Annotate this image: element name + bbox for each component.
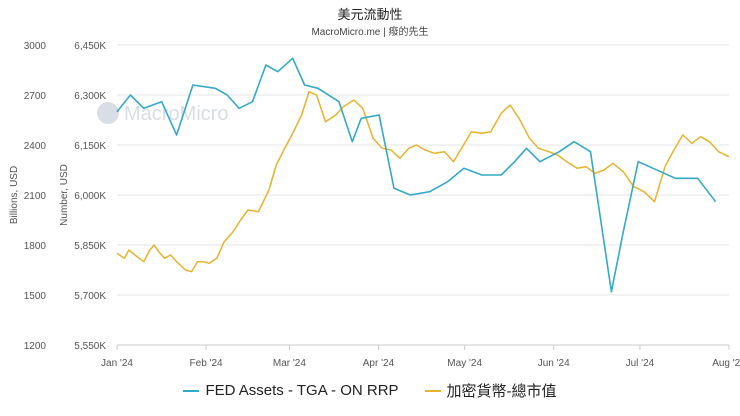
right-tick-label: 5,700K: [74, 291, 106, 302]
left-tick-label: 2400: [24, 141, 47, 152]
right-tick-label: 6,000K: [74, 191, 106, 202]
chart-title: 美元流動性: [337, 7, 403, 22]
watermark-logo-icon: [97, 102, 119, 124]
x-tick-label: Jun '24: [538, 358, 570, 369]
right-tick-label: 5,850K: [74, 241, 106, 252]
right-axis-title: Number, USD: [59, 164, 70, 226]
left-tick-label: 3000: [24, 41, 47, 52]
x-tick-label: May '24: [447, 358, 482, 369]
series-line-fed-liquidity: [116, 57, 717, 293]
series-line-crypto-market-cap: [116, 90, 730, 273]
x-tick-label: Jan '24: [101, 358, 133, 369]
left-axis-title: Billions, USD: [9, 166, 20, 224]
left-tick-label: 2700: [24, 91, 47, 102]
right-tick-label: 6,450K: [74, 41, 106, 52]
legend-swatch-crypto: [424, 389, 441, 392]
x-tick-label: Mar '24: [273, 358, 306, 369]
x-tick-label: Aug '24: [712, 358, 740, 369]
right-tick-label: 5,550K: [74, 341, 106, 352]
chart-subtitle: MacroMicro.me | 癈的先生: [311, 27, 429, 38]
legend-label-fed: FED Assets - TGA - ON RRP: [205, 382, 399, 399]
legend-swatch-fed: [183, 389, 200, 392]
right-tick-label: 6,150K: [74, 141, 106, 152]
left-tick-label: 1800: [24, 241, 47, 252]
legend: FED Assets - TGA - ON RRP 加密貨幣-總市值: [0, 380, 740, 401]
x-tick-label: Feb '24: [190, 358, 223, 369]
right-tick-label: 6,300K: [74, 91, 106, 102]
watermark-text: MacroMicro: [124, 103, 228, 125]
legend-label-crypto: 加密貨幣-總市值: [446, 383, 557, 400]
x-tick-label: Apr '24: [363, 358, 395, 369]
left-tick-label: 1500: [24, 291, 47, 302]
left-tick-label: 2100: [24, 191, 47, 202]
legend-item-crypto[interactable]: 加密貨幣-總市值: [424, 380, 557, 401]
legend-item-fed[interactable]: FED Assets - TGA - ON RRP: [183, 380, 399, 401]
x-tick-label: Jul '24: [626, 358, 655, 369]
left-tick-label: 1200: [24, 341, 47, 352]
